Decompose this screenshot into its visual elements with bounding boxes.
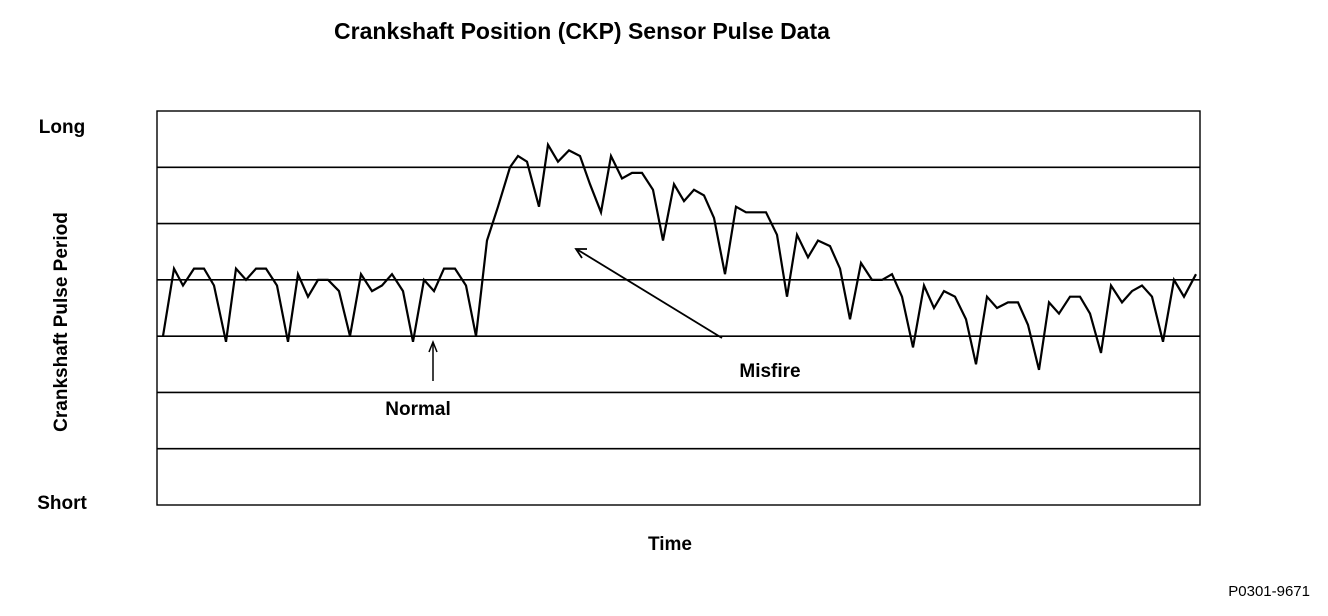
y-tick-label: Short [37,493,87,514]
arrow-head [428,339,438,353]
y-tick-label: Long [39,117,85,138]
x-axis-label: Time [648,534,692,555]
figure-code: P0301-9671 [1228,583,1310,600]
y-axis-label: Crankshaft Pulse Period [51,212,72,432]
arrow-head [574,248,587,259]
arrow [577,249,723,339]
data-line [161,141,1197,371]
annotation: Misfire [739,361,800,382]
annotation: Normal [385,399,450,420]
plot-frame [156,110,1201,506]
chart-title: Crankshaft Position (CKP) Sensor Pulse D… [334,18,830,44]
